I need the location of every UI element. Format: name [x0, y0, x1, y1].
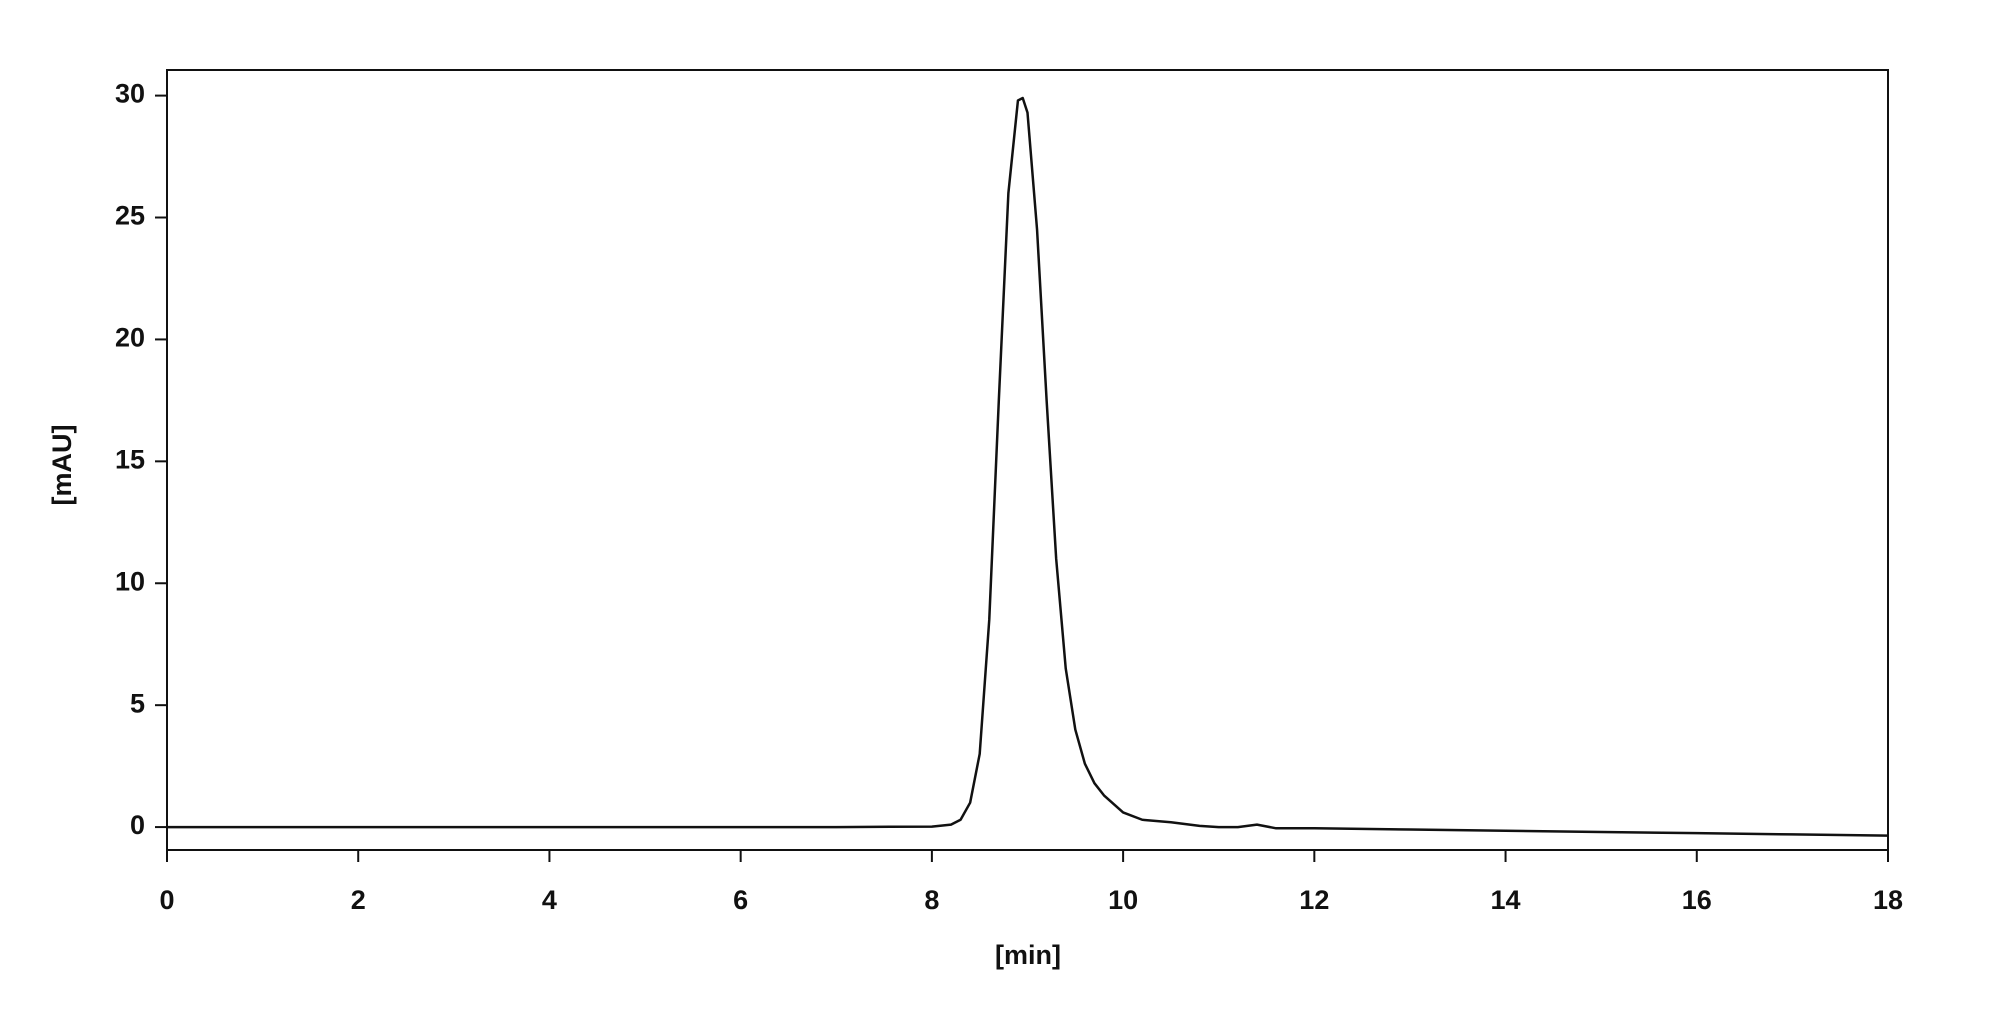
x-tick-label: 14 [1491, 885, 1521, 915]
y-tick-label: 15 [115, 444, 145, 474]
x-tick-label: 16 [1682, 885, 1712, 915]
x-tick-label: 4 [542, 885, 557, 915]
x-axis-label: [min] [995, 940, 1061, 970]
y-tick-label: 25 [115, 201, 145, 231]
y-axis-label: [mAU] [47, 425, 77, 506]
x-tick-label: 2 [351, 885, 366, 915]
y-tick-label: 30 [115, 79, 145, 109]
x-tick-label: 8 [924, 885, 939, 915]
y-tick-label: 5 [130, 688, 145, 718]
x-tick-label: 18 [1873, 885, 1903, 915]
y-tick-label: 20 [115, 323, 145, 353]
signal-line [167, 96, 1889, 837]
x-tick-label: 0 [159, 885, 174, 915]
y-tick-label: 10 [115, 566, 145, 596]
x-tick-label: 12 [1299, 885, 1329, 915]
plot-frame [166, 69, 1889, 851]
x-tick-label: 6 [733, 885, 748, 915]
x-tick-label: 10 [1108, 885, 1138, 915]
y-tick-label: 0 [130, 810, 145, 840]
